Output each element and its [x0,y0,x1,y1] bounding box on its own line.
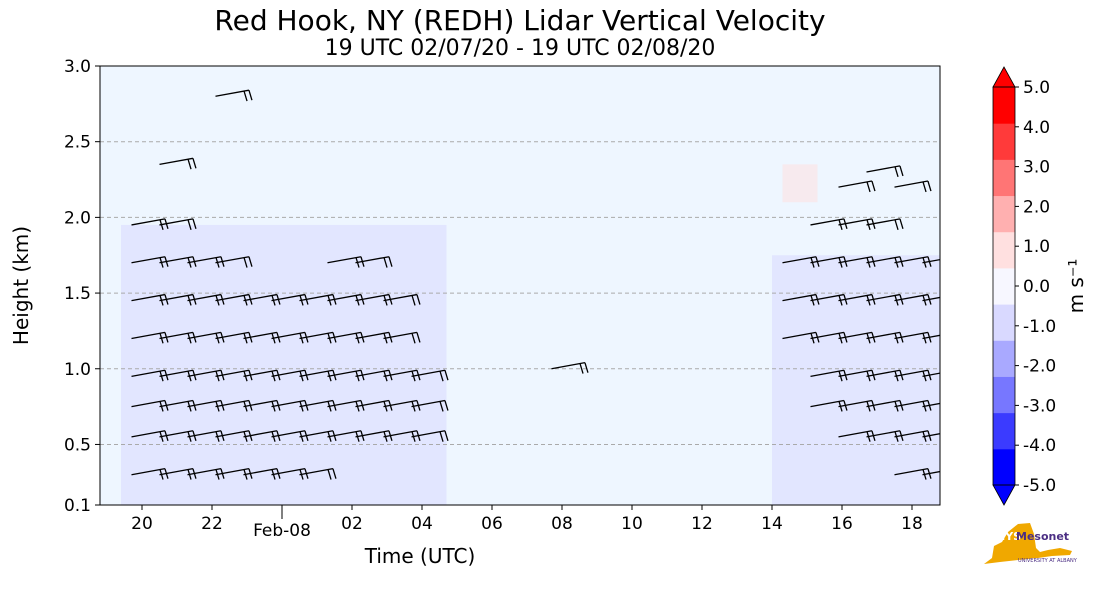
colorbar-tick-label: -5.0 [1023,476,1056,496]
wind-barb [922,402,940,408]
logo-subtext: UNIVERSITY AT ALBANY [1018,558,1078,564]
chart-title: Red Hook, NY (REDH) Lidar Vertical Veloc… [214,4,826,37]
wind-barb [411,369,449,382]
colorbar-tick-label: -2.0 [1023,357,1056,377]
velocity-region-upper-right-cloud [782,164,818,203]
wind-barb [922,334,940,340]
wind-barb [838,180,876,193]
wind-barb [383,293,421,306]
x-tick-label: 22 [201,514,223,534]
colorbar-segment [993,195,1015,233]
colorbar-label: m s⁻¹ [1064,259,1088,314]
wind-barb [383,331,421,344]
nys-mesonet-logo: UNIVERSITY AT ALBANY NYS Mesonet [978,518,1082,568]
chart-subtitle: 19 UTC 02/07/20 - 19 UTC 02/08/20 [324,36,716,61]
wind-barb [159,157,197,170]
wind-barb [922,372,940,377]
colorbar-segment [993,304,1015,341]
wind-barb [215,89,253,102]
colorbar: -5.0 -4.0 -3.0 -2.0 -1.0 0.0 1.0 2.0 3.0 4.0 5.0 m … [992,66,1088,506]
wind-barb [922,296,940,302]
colorbar-tick-label: 3.0 [1023,158,1050,178]
wind-barb [922,433,940,438]
x-axis-label: Time (UTC) [364,544,476,568]
x-tick-label: 08 [551,514,573,534]
logo-nys-text: NYS [996,530,1022,543]
wind-barb [299,467,337,480]
colorbar-tick-label: -1.0 [1023,317,1056,337]
y-tick-label: 1.0 [64,360,91,380]
colorbar-tick-label: 1.0 [1023,237,1050,257]
y-tick-label: 0.1 [64,496,91,516]
x-tick-label: 04 [411,514,433,534]
colorbar-max-extend [992,66,1016,88]
x-tick-label: 02 [341,514,363,534]
colorbar-tick-label: 2.0 [1023,197,1050,217]
plot-frame [99,65,941,506]
wind-barb [551,362,589,374]
colorbar-segment [993,340,1015,377]
colorbar-tick-label: 0.0 [1023,277,1050,297]
x-date-tick-label: Feb-08 [253,521,311,541]
colorbar-segment [993,231,1015,269]
x-tick-label: 06 [481,514,503,534]
y-tick-label: 2.0 [64,208,91,228]
x-tick-label: 16 [831,514,853,534]
x-tick-label: 10 [621,514,643,534]
colorbar-tick-label: -3.0 [1023,396,1056,416]
new-york-state-icon: UNIVERSITY AT ALBANY [984,523,1078,564]
wind-barb [866,218,904,230]
logo-mesonet-text: Mesonet [1016,530,1070,543]
wind-barb [866,165,904,177]
y-tick-label: 0.5 [64,435,91,455]
y-tick-label: 1.5 [64,284,91,304]
wind-barb [355,256,393,268]
colorbar-segment [993,87,1015,124]
wind-barb [215,256,253,268]
colorbar-segment [993,448,1015,486]
velocity-region-evening [121,224,447,505]
colorbar-segment [993,412,1015,450]
y-tick-label: 2.5 [64,133,91,153]
wind-barb [411,430,449,442]
colorbar-tick-label: 5.0 [1023,78,1050,98]
colorbar-segment [993,267,1015,305]
colorbar-tick-label: 4.0 [1023,118,1050,138]
y-tick-label: 3.0 [64,57,91,77]
wind-barb [922,258,940,264]
colorbar-tick-label: -4.0 [1023,436,1056,456]
wind-barb [894,180,932,193]
wind-barb [411,399,449,412]
wind-barb [922,470,940,476]
colorbar-min-extend [992,484,1016,506]
x-tick-label: 12 [691,514,713,534]
y-axis-label: Height (km) [9,226,33,345]
x-tick-label: 18 [901,514,923,534]
wind-barbs [131,89,940,480]
colorbar-segment [993,159,1015,197]
colorbar-segment [993,376,1015,414]
wind-barb [159,218,197,230]
x-tick-label: 14 [761,514,783,534]
x-tick-label: 20 [131,514,153,534]
colorbar-segment [993,123,1015,160]
